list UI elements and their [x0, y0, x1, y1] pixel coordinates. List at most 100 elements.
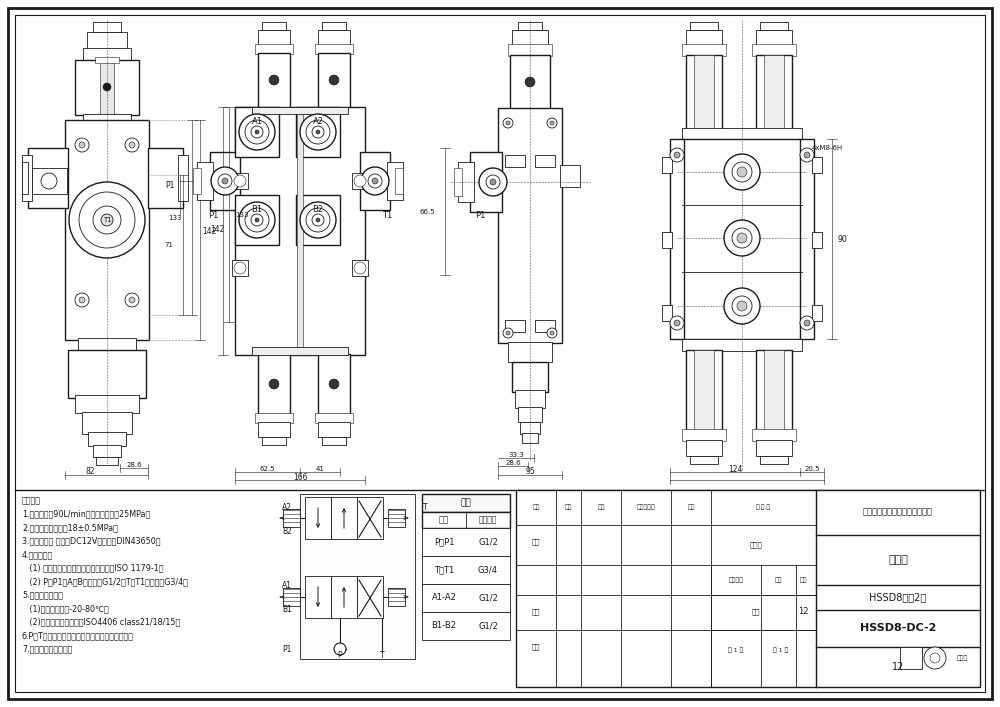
Text: A2: A2 — [282, 503, 292, 513]
Text: 年.月.日: 年.月.日 — [756, 504, 771, 510]
Text: 41: 41 — [316, 466, 324, 472]
Text: A1-A2: A1-A2 — [432, 593, 456, 602]
Bar — [235, 107, 365, 355]
Circle shape — [306, 208, 330, 232]
Text: A2: A2 — [312, 117, 324, 127]
Bar — [258, 30, 290, 45]
Circle shape — [479, 168, 507, 196]
Bar — [422, 528, 510, 556]
Text: B1: B1 — [282, 604, 292, 614]
Circle shape — [222, 178, 228, 184]
Text: 66.5: 66.5 — [419, 209, 435, 215]
Text: 接口: 接口 — [439, 515, 449, 525]
Bar — [800, 139, 814, 339]
Circle shape — [251, 126, 263, 138]
Circle shape — [329, 379, 339, 389]
Circle shape — [316, 130, 320, 134]
Bar — [318, 30, 350, 45]
Bar — [32, 168, 67, 194]
Text: 6.P、T口用金属模密封，其他进口用塑料模密封。: 6.P、T口用金属模密封，其他进口用塑料模密封。 — [22, 631, 134, 640]
Circle shape — [547, 118, 557, 128]
Circle shape — [800, 148, 814, 162]
Circle shape — [525, 77, 535, 87]
Bar — [258, 53, 290, 108]
Circle shape — [125, 293, 139, 307]
Text: 更改文件号: 更改文件号 — [637, 504, 655, 510]
Text: G1/2: G1/2 — [478, 593, 498, 602]
Bar — [520, 422, 540, 434]
Bar — [210, 152, 240, 210]
Bar — [331, 576, 357, 618]
Bar — [22, 162, 28, 194]
Bar — [197, 162, 213, 200]
Circle shape — [724, 288, 760, 324]
Bar — [422, 556, 510, 584]
Bar — [258, 422, 290, 437]
Circle shape — [300, 114, 336, 150]
Circle shape — [218, 174, 232, 188]
Text: 142: 142 — [210, 226, 224, 235]
Text: P1: P1 — [166, 180, 175, 189]
Text: 12: 12 — [892, 662, 904, 672]
Circle shape — [930, 653, 940, 663]
Bar — [522, 433, 538, 443]
Text: 124: 124 — [728, 464, 742, 474]
Bar — [508, 342, 552, 362]
Bar — [75, 60, 139, 115]
Bar — [305, 576, 331, 618]
Bar — [357, 576, 383, 618]
Bar — [331, 497, 357, 539]
Text: 工艺: 工艺 — [532, 643, 540, 650]
Bar — [95, 57, 119, 63]
Bar — [518, 407, 542, 422]
Bar — [318, 422, 350, 437]
Text: P: P — [338, 651, 342, 660]
Bar — [388, 588, 405, 606]
Bar — [686, 55, 722, 130]
Circle shape — [354, 175, 366, 187]
Circle shape — [737, 301, 747, 311]
Circle shape — [732, 228, 752, 248]
Circle shape — [103, 83, 111, 91]
Text: 阀体: 阀体 — [461, 498, 471, 508]
Bar — [535, 320, 555, 332]
Circle shape — [129, 297, 135, 303]
Bar — [682, 429, 726, 441]
Bar — [318, 53, 350, 108]
Text: 签名: 签名 — [687, 504, 695, 510]
Bar — [662, 305, 672, 321]
Bar — [682, 339, 802, 351]
Bar — [752, 429, 796, 441]
Text: 审核: 审核 — [532, 609, 540, 615]
Bar — [505, 320, 525, 332]
Text: 62.5: 62.5 — [259, 466, 275, 472]
Circle shape — [269, 75, 279, 85]
Bar — [283, 509, 300, 527]
Bar — [68, 350, 146, 398]
Text: P1: P1 — [283, 645, 292, 653]
Bar — [100, 60, 114, 115]
Bar — [662, 232, 672, 248]
Bar — [28, 148, 68, 208]
Bar — [352, 173, 368, 189]
Bar — [760, 22, 788, 30]
Bar — [78, 338, 136, 350]
Text: 面料标记: 面料标记 — [728, 577, 744, 583]
Circle shape — [506, 121, 510, 125]
Text: (2) P、P1、A、B口螺纹：G1/2；T、T1口螺纹：G3/4。: (2) P、P1、A、B口螺纹：G1/2；T、T1口螺纹：G3/4。 — [22, 577, 188, 586]
Text: 95: 95 — [525, 467, 535, 477]
Bar — [760, 456, 788, 464]
Bar — [262, 437, 286, 445]
Bar — [352, 260, 368, 276]
Text: B2: B2 — [312, 206, 324, 214]
Bar — [322, 22, 346, 30]
Bar — [512, 30, 548, 46]
Text: 第 1 页: 第 1 页 — [773, 647, 789, 653]
Bar — [297, 107, 303, 355]
Circle shape — [550, 121, 554, 125]
Circle shape — [269, 379, 279, 389]
Bar — [518, 22, 542, 30]
Circle shape — [361, 167, 389, 195]
Circle shape — [506, 331, 510, 335]
Bar — [322, 437, 346, 445]
